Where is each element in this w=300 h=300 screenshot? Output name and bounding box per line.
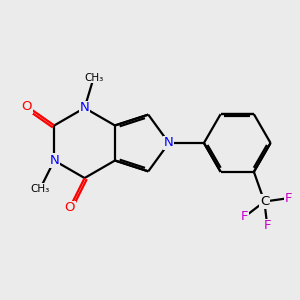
Text: C: C [260,195,269,208]
Text: F: F [241,210,249,223]
Text: O: O [22,100,32,113]
Text: N: N [80,101,89,114]
Text: F: F [285,192,292,205]
Text: CH₃: CH₃ [31,184,50,194]
Text: O: O [64,201,75,214]
Text: N: N [50,154,59,167]
Text: N: N [164,136,174,149]
Text: CH₃: CH₃ [84,73,103,83]
Text: F: F [263,219,271,232]
